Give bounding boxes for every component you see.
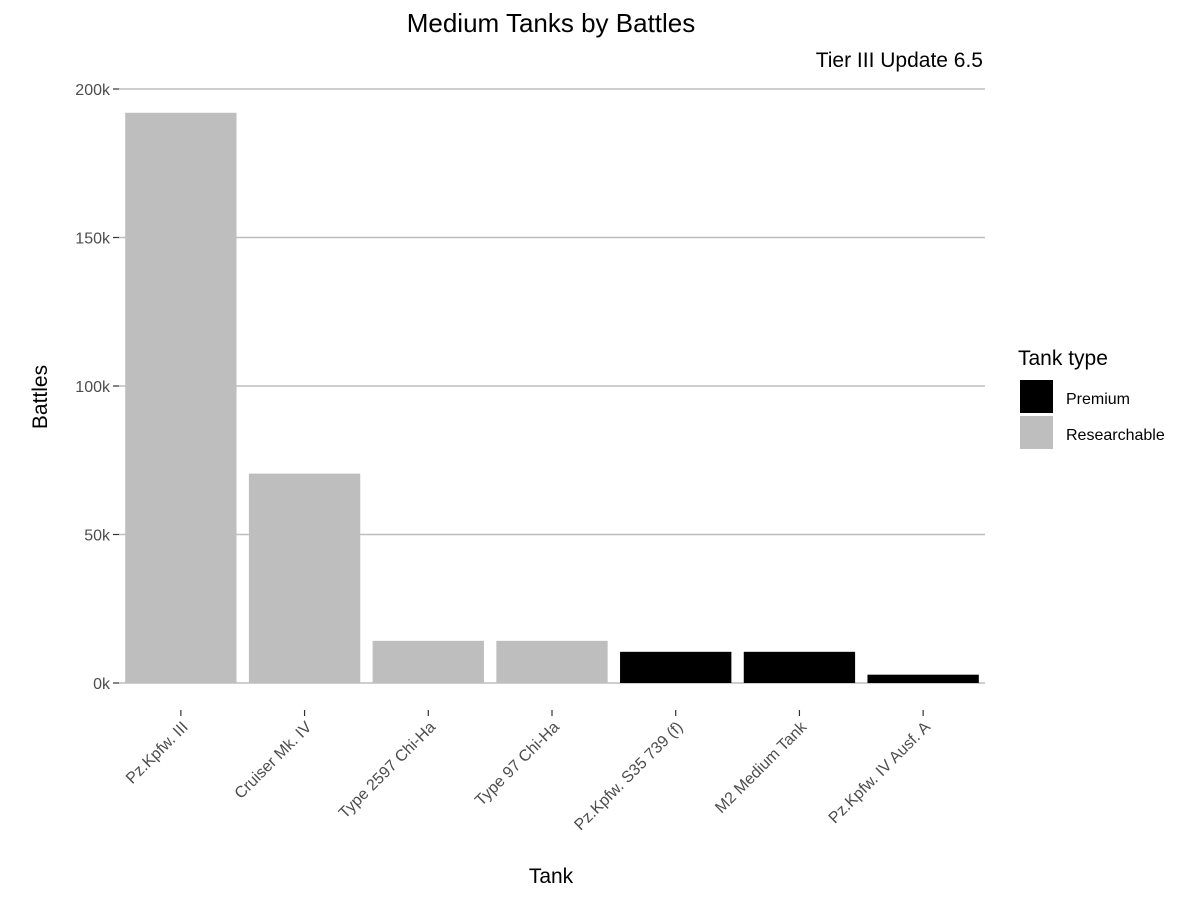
- bar: [248, 473, 361, 683]
- bars: [125, 112, 979, 683]
- x-axis: Pz.Kpfw. III Cruiser Mk. IV Type 2597 Chi-…: [123, 710, 934, 834]
- x-tick-label: Pz.Kpfw. IV Ausf. A: [826, 719, 934, 827]
- legend: Tank type Premium Researchable: [1018, 347, 1165, 449]
- bar: [496, 640, 608, 683]
- x-tick-label: M2 Medium Tank: [712, 718, 811, 817]
- y-axis-title: Battles: [29, 365, 52, 429]
- chart-title: Medium Tanks by Battles: [407, 8, 696, 38]
- y-tick-label: 150k: [75, 231, 111, 248]
- legend-title: Tank type: [1018, 347, 1108, 370]
- x-tick-label: Cruiser Mk. IV: [232, 719, 316, 803]
- legend-swatch: [1020, 416, 1053, 449]
- legend-swatch: [1020, 380, 1053, 413]
- bar: [743, 651, 856, 683]
- bar: [372, 640, 484, 683]
- x-tick-label: Type 2597 Chi-Ha: [336, 719, 439, 822]
- y-axis: 0k 50k 100k 150k 200k: [75, 82, 119, 693]
- x-tick-label: Type 97 Chi-Ha: [472, 719, 563, 810]
- x-axis-title: Tank: [529, 865, 574, 888]
- bar: [620, 651, 732, 683]
- x-tick-label: Pz.Kpfw. III: [123, 719, 192, 788]
- legend-label: Researchable: [1066, 427, 1165, 444]
- bar: [867, 674, 979, 683]
- y-tick-label: 0k: [93, 676, 111, 693]
- chart-subtitle: Tier III Update 6.5: [816, 49, 983, 72]
- x-tick-label: Pz.Kpfw. S35 739 (f): [571, 719, 686, 834]
- y-tick-label: 50k: [84, 528, 111, 545]
- y-tick-label: 100k: [75, 379, 111, 396]
- y-tick-label: 200k: [75, 82, 111, 99]
- legend-label: Premium: [1066, 391, 1130, 408]
- bar: [125, 112, 237, 683]
